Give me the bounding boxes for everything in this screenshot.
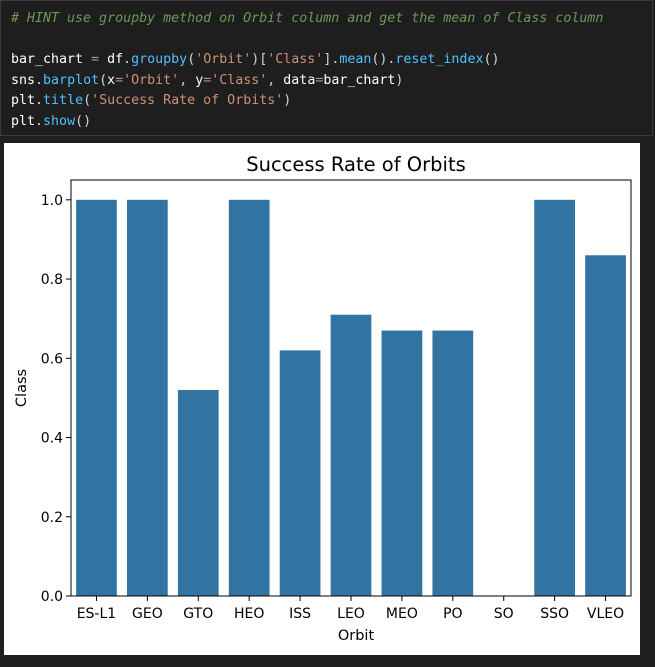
code-token: = bbox=[91, 52, 100, 67]
y-tick-label: 0.8 bbox=[41, 272, 63, 288]
code-token: y bbox=[195, 72, 204, 88]
bar-po bbox=[432, 330, 474, 596]
code-line-comment: # HINT use groupby method on Orbit colum… bbox=[11, 9, 603, 30]
code-token: x bbox=[107, 72, 116, 88]
x-tick-label: ISS bbox=[289, 606, 311, 622]
bar-meo bbox=[381, 330, 423, 596]
y-tick-label: 0.2 bbox=[41, 510, 63, 526]
x-tick-label: VLEO bbox=[587, 606, 624, 622]
x-tick-label: MEO bbox=[386, 606, 418, 622]
code-token: df bbox=[107, 52, 124, 67]
x-tick-label: SSO bbox=[540, 606, 569, 622]
bar-gto bbox=[177, 389, 219, 596]
code-token: 'Success Rate of Orbits' bbox=[91, 93, 284, 108]
x-tick-label: GTO bbox=[183, 606, 213, 622]
code-token: reset_index bbox=[395, 52, 484, 67]
code-token: 'Class' bbox=[211, 72, 268, 88]
code-line-blank bbox=[11, 30, 603, 51]
y-axis-label: Class bbox=[14, 369, 30, 407]
code-token: title bbox=[43, 93, 84, 108]
x-tick-label: PO bbox=[443, 606, 462, 622]
bar-es-l1 bbox=[76, 199, 117, 597]
code-token: groupby bbox=[131, 52, 188, 67]
x-tick-label: HEO bbox=[234, 606, 264, 622]
code-token: data bbox=[283, 72, 316, 88]
code-editor[interactable]: # HINT use groupby method on Orbit colum… bbox=[11, 9, 603, 132]
bar-leo bbox=[330, 314, 372, 596]
y-tick-label: 1.0 bbox=[41, 193, 63, 209]
bar-heo bbox=[228, 199, 270, 597]
x-axis-label: Orbit bbox=[338, 628, 375, 644]
code-token: bar_chart bbox=[11, 52, 84, 67]
code-token: mean bbox=[339, 52, 372, 67]
bar-sso bbox=[534, 199, 575, 597]
code-token: bar_chart bbox=[323, 72, 396, 88]
bar-chart: Success Rate of Orbits 0.0 0.2 0.4 0.6 0.8 1.… bbox=[14, 153, 632, 644]
code-token: 'Orbit' bbox=[123, 72, 180, 88]
code-token: barplot bbox=[43, 72, 100, 88]
x-tick-label: LEO bbox=[337, 606, 365, 622]
y-tick-label: 0.6 bbox=[41, 351, 63, 367]
code-line-barplot: sns.barplot(x='Orbit', y='Class', data=b… bbox=[11, 72, 404, 88]
code-line-groupby: bar_chart = df.groupby('Orbit')['Class']… bbox=[11, 52, 500, 67]
code-token: 'Orbit' bbox=[195, 52, 252, 67]
code-token: show bbox=[43, 113, 76, 129]
code-line-show: plt.show() bbox=[11, 113, 92, 129]
code-line-title: plt.title('Success Rate of Orbits') bbox=[11, 93, 292, 108]
bar-iss bbox=[279, 350, 321, 596]
plot-frame bbox=[70, 179, 632, 597]
code-token: plt bbox=[11, 113, 36, 129]
bar-vleo bbox=[585, 255, 626, 596]
code-cell[interactable]: # HINT use groupby method on Orbit colum… bbox=[0, 0, 653, 136]
code-token: 'Class' bbox=[267, 52, 324, 67]
x-tick-label: GEO bbox=[132, 606, 163, 622]
code-comment: # HINT use groupby method on Orbit colum… bbox=[11, 11, 604, 26]
cell-output: Success Rate of Orbits 0.0 0.2 0.4 0.6 0.8 1.… bbox=[4, 143, 640, 655]
y-tick-label: 0.4 bbox=[41, 431, 63, 447]
code-token: plt bbox=[11, 93, 36, 108]
chart-title: Success Rate of Orbits bbox=[246, 153, 466, 176]
bar-geo bbox=[127, 199, 168, 597]
x-tick-label: ES-L1 bbox=[77, 606, 117, 622]
code-token: sns bbox=[11, 72, 36, 88]
x-tick-label: SO bbox=[494, 606, 514, 622]
y-tick-label: 0.0 bbox=[41, 589, 63, 605]
